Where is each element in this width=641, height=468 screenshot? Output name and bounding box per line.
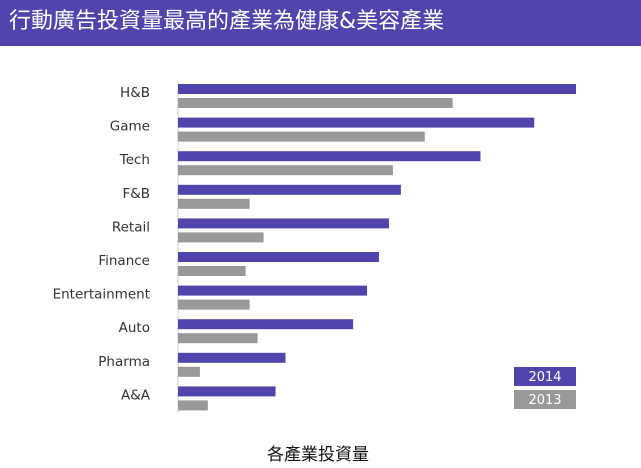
bar-2013 bbox=[178, 165, 393, 176]
bar-2013 bbox=[178, 266, 246, 276]
legend-swatch-2014 bbox=[514, 367, 576, 386]
bar-2013 bbox=[178, 232, 264, 243]
bar-2014 bbox=[178, 218, 389, 229]
category-label: A&A bbox=[121, 387, 151, 403]
category-label: Game bbox=[110, 119, 150, 135]
bar-2014 bbox=[178, 285, 368, 296]
page-title: 行動廣告投資量最高的產業為健康&美容產業 bbox=[9, 9, 445, 34]
bar-2014 bbox=[178, 184, 401, 195]
category-label: F&B bbox=[122, 186, 150, 202]
bar-2013 bbox=[178, 98, 453, 108]
legend-label-2013: 2013 bbox=[528, 393, 561, 408]
bar-2014 bbox=[178, 352, 286, 363]
bar-2013 bbox=[178, 299, 250, 310]
bar-2013 bbox=[178, 366, 200, 377]
category-label: Entertainment bbox=[53, 287, 150, 303]
bar-2013 bbox=[178, 198, 250, 209]
bar-2013 bbox=[178, 131, 425, 142]
category-label: Retail bbox=[112, 219, 150, 235]
category-label: Tech bbox=[119, 152, 150, 168]
category-label: Finance bbox=[98, 253, 150, 269]
bar-2014 bbox=[178, 84, 576, 94]
bar-2013 bbox=[178, 400, 208, 411]
legend-swatch-2013 bbox=[514, 390, 576, 409]
bar-2014 bbox=[178, 117, 535, 128]
bar-2014 bbox=[178, 252, 379, 262]
bar-2013 bbox=[178, 333, 258, 344]
bar-2014 bbox=[178, 319, 354, 330]
bar-2014 bbox=[178, 151, 481, 162]
category-label: Pharma bbox=[98, 354, 150, 370]
x-axis-title: 各產業投資量 bbox=[267, 445, 369, 465]
title-bar: 行動廣告投資量最高的產業為健康&美容產業 bbox=[0, 0, 641, 46]
legend-label-2014: 2014 bbox=[528, 370, 561, 385]
bar-2014 bbox=[178, 386, 276, 397]
category-label: H&B bbox=[120, 85, 150, 101]
category-label: Auto bbox=[119, 320, 150, 336]
